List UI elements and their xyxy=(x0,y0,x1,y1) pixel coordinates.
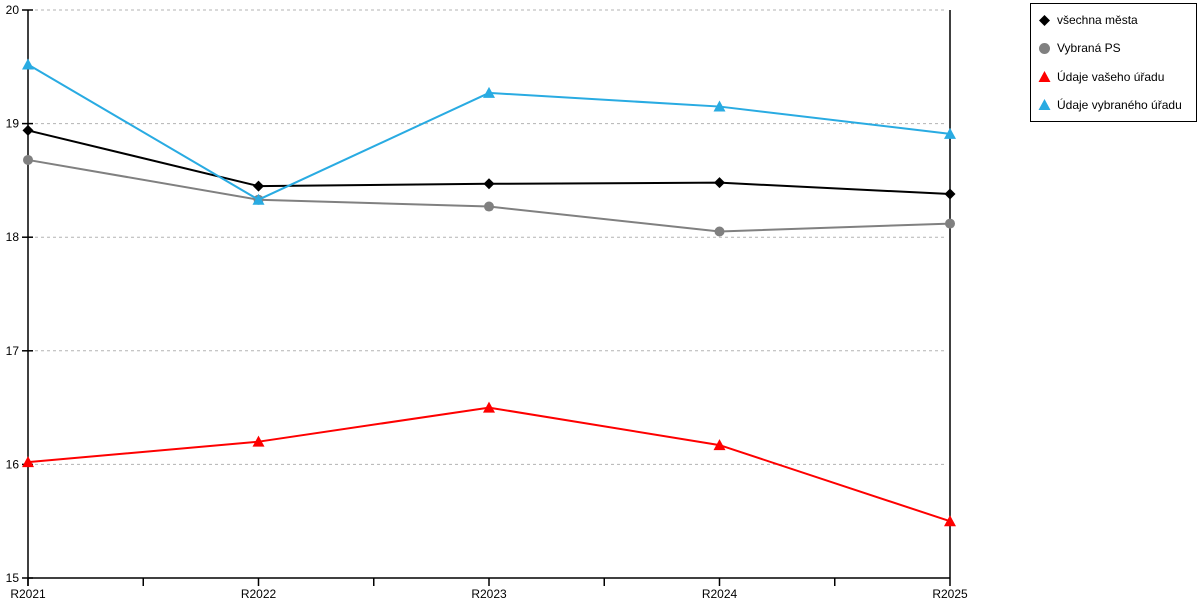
svg-text:R2021: R2021 xyxy=(10,587,46,600)
svg-text:16: 16 xyxy=(6,457,20,471)
chart-legend: všechna města Vybraná PS Údaje vašeho úř… xyxy=(1030,3,1197,122)
svg-text:15: 15 xyxy=(6,571,20,585)
triangle-marker-icon xyxy=(1038,99,1051,111)
svg-text:20: 20 xyxy=(6,3,20,17)
svg-text:R2025: R2025 xyxy=(932,587,968,600)
legend-item-udaje-vybraneho-uradu: Údaje vybraného úřadu xyxy=(1031,98,1196,112)
legend-item-vybrana-ps: Vybraná PS xyxy=(1031,41,1196,55)
svg-text:R2023: R2023 xyxy=(471,587,507,600)
triangle-marker-icon xyxy=(1038,71,1051,83)
legend-item-udaje-vaseho-uradu: Údaje vašeho úřadu xyxy=(1031,70,1196,84)
circle-marker-icon xyxy=(1039,42,1050,54)
legend-label: Údaje vybraného úřadu xyxy=(1057,97,1182,112)
legend-label: Údaje vašeho úřadu xyxy=(1057,69,1165,84)
svg-text:19: 19 xyxy=(6,117,20,131)
svg-text:17: 17 xyxy=(6,344,20,358)
legend-item-vsechna-mesta: všechna města xyxy=(1031,13,1196,27)
legend-label: Vybraná PS xyxy=(1057,41,1121,56)
diamond-marker-icon xyxy=(1039,14,1050,26)
svg-text:18: 18 xyxy=(6,230,20,244)
svg-text:R2024: R2024 xyxy=(702,587,738,600)
svg-text:R2022: R2022 xyxy=(241,587,277,600)
legend-label: všechna města xyxy=(1057,13,1138,28)
